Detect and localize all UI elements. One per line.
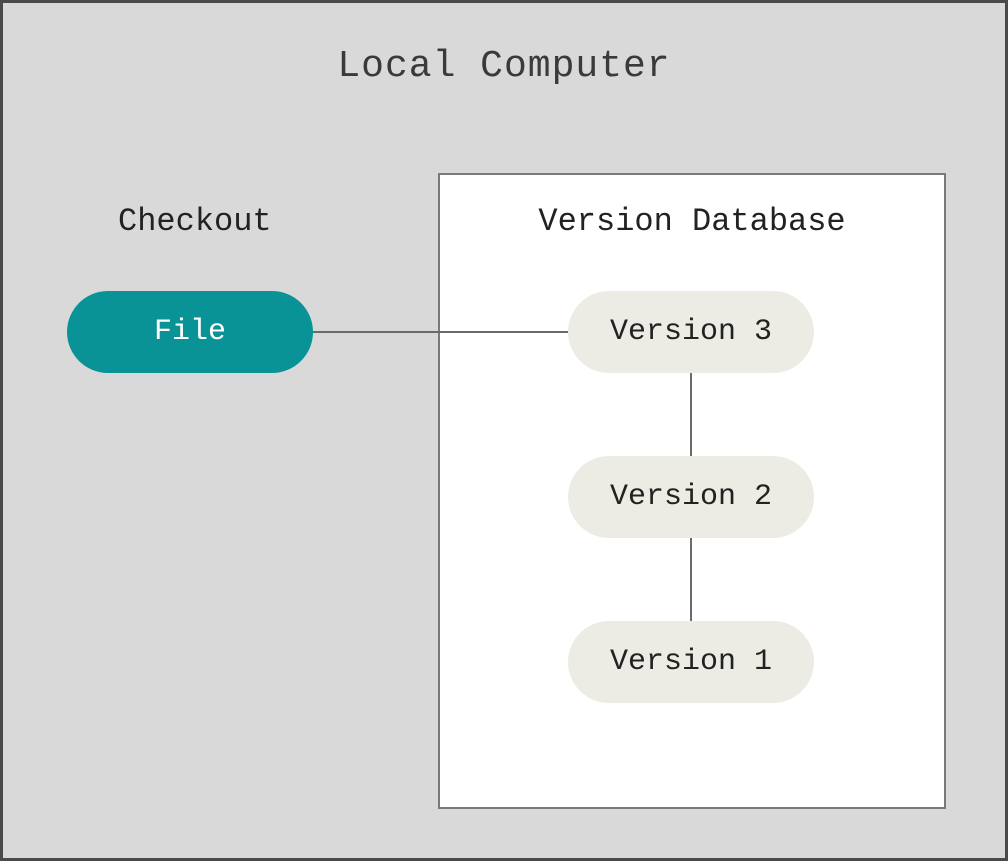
version-node-3-label: Version 3 (610, 315, 772, 349)
local-computer-panel: Local Computer Checkout Version Database… (0, 0, 1008, 861)
version-node-1-label: Version 1 (610, 645, 772, 679)
version-node-3: Version 3 (568, 291, 814, 373)
version-database-title: Version Database (440, 203, 944, 240)
checkout-label: Checkout (118, 203, 272, 240)
version-node-2-label: Version 2 (610, 480, 772, 514)
diagram-title: Local Computer (3, 45, 1005, 88)
file-node-label: File (154, 315, 226, 349)
version-node-1: Version 1 (568, 621, 814, 703)
file-node: File (67, 291, 313, 373)
version-node-2: Version 2 (568, 456, 814, 538)
